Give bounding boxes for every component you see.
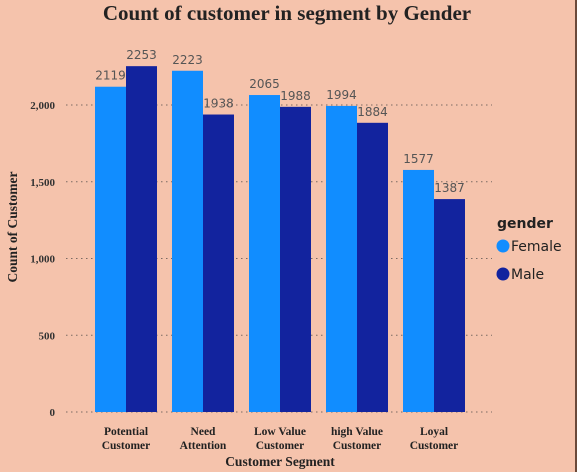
- data-label: 2253: [126, 48, 157, 62]
- bar-male[interactable]: [126, 66, 157, 413]
- frame-right-border: [575, 0, 577, 472]
- bar-male[interactable]: [203, 114, 234, 412]
- legend-swatch-female[interactable]: [496, 239, 510, 253]
- legend-swatch-male[interactable]: [496, 267, 510, 281]
- chart-title: Count of customer in segment by Gender: [103, 1, 471, 25]
- legend-title: gender: [497, 216, 553, 232]
- data-label: 2065: [249, 77, 280, 91]
- x-tick-label: Loyal: [420, 426, 448, 438]
- y-tick-label: 500: [39, 330, 56, 342]
- x-tick-label: Low Value: [254, 426, 306, 438]
- x-tick-label: Attention: [180, 440, 227, 452]
- x-tick-label: Potential: [104, 426, 148, 438]
- x-axis-title: Customer Segment: [225, 454, 335, 469]
- bar-female[interactable]: [249, 95, 280, 413]
- y-tick-label: 1,000: [30, 254, 55, 266]
- x-tick-label: Customer: [102, 440, 151, 452]
- data-label: 1994: [326, 88, 357, 102]
- data-label: 2223: [172, 53, 203, 67]
- legend-label: Male: [511, 267, 544, 283]
- y-tick-label: 0: [50, 407, 56, 419]
- data-label: 2119: [95, 69, 126, 83]
- x-tick-label: Customer: [256, 440, 305, 452]
- bar-male[interactable]: [357, 122, 388, 412]
- x-tick-label: Need: [191, 426, 217, 438]
- data-label: 1387: [434, 181, 465, 195]
- data-label: 1988: [280, 89, 311, 103]
- x-tick-label: Customer: [333, 440, 382, 452]
- y-axis-title: Count of Customer: [5, 171, 20, 282]
- bar-female[interactable]: [403, 169, 434, 412]
- y-tick-label: 2,000: [30, 100, 55, 112]
- data-label: 1938: [203, 97, 234, 111]
- data-label: 1884: [357, 105, 388, 119]
- bar-male[interactable]: [280, 106, 311, 412]
- bar-female[interactable]: [95, 86, 126, 413]
- bar-female[interactable]: [172, 70, 203, 412]
- x-tick-label: high Value: [331, 426, 383, 438]
- bar-female[interactable]: [326, 105, 357, 413]
- x-tick-label: Customer: [410, 440, 459, 452]
- bar-male[interactable]: [434, 199, 465, 412]
- legend-label: Female: [511, 239, 562, 255]
- y-tick-label: 1,500: [30, 177, 55, 189]
- data-label: 1577: [403, 152, 434, 166]
